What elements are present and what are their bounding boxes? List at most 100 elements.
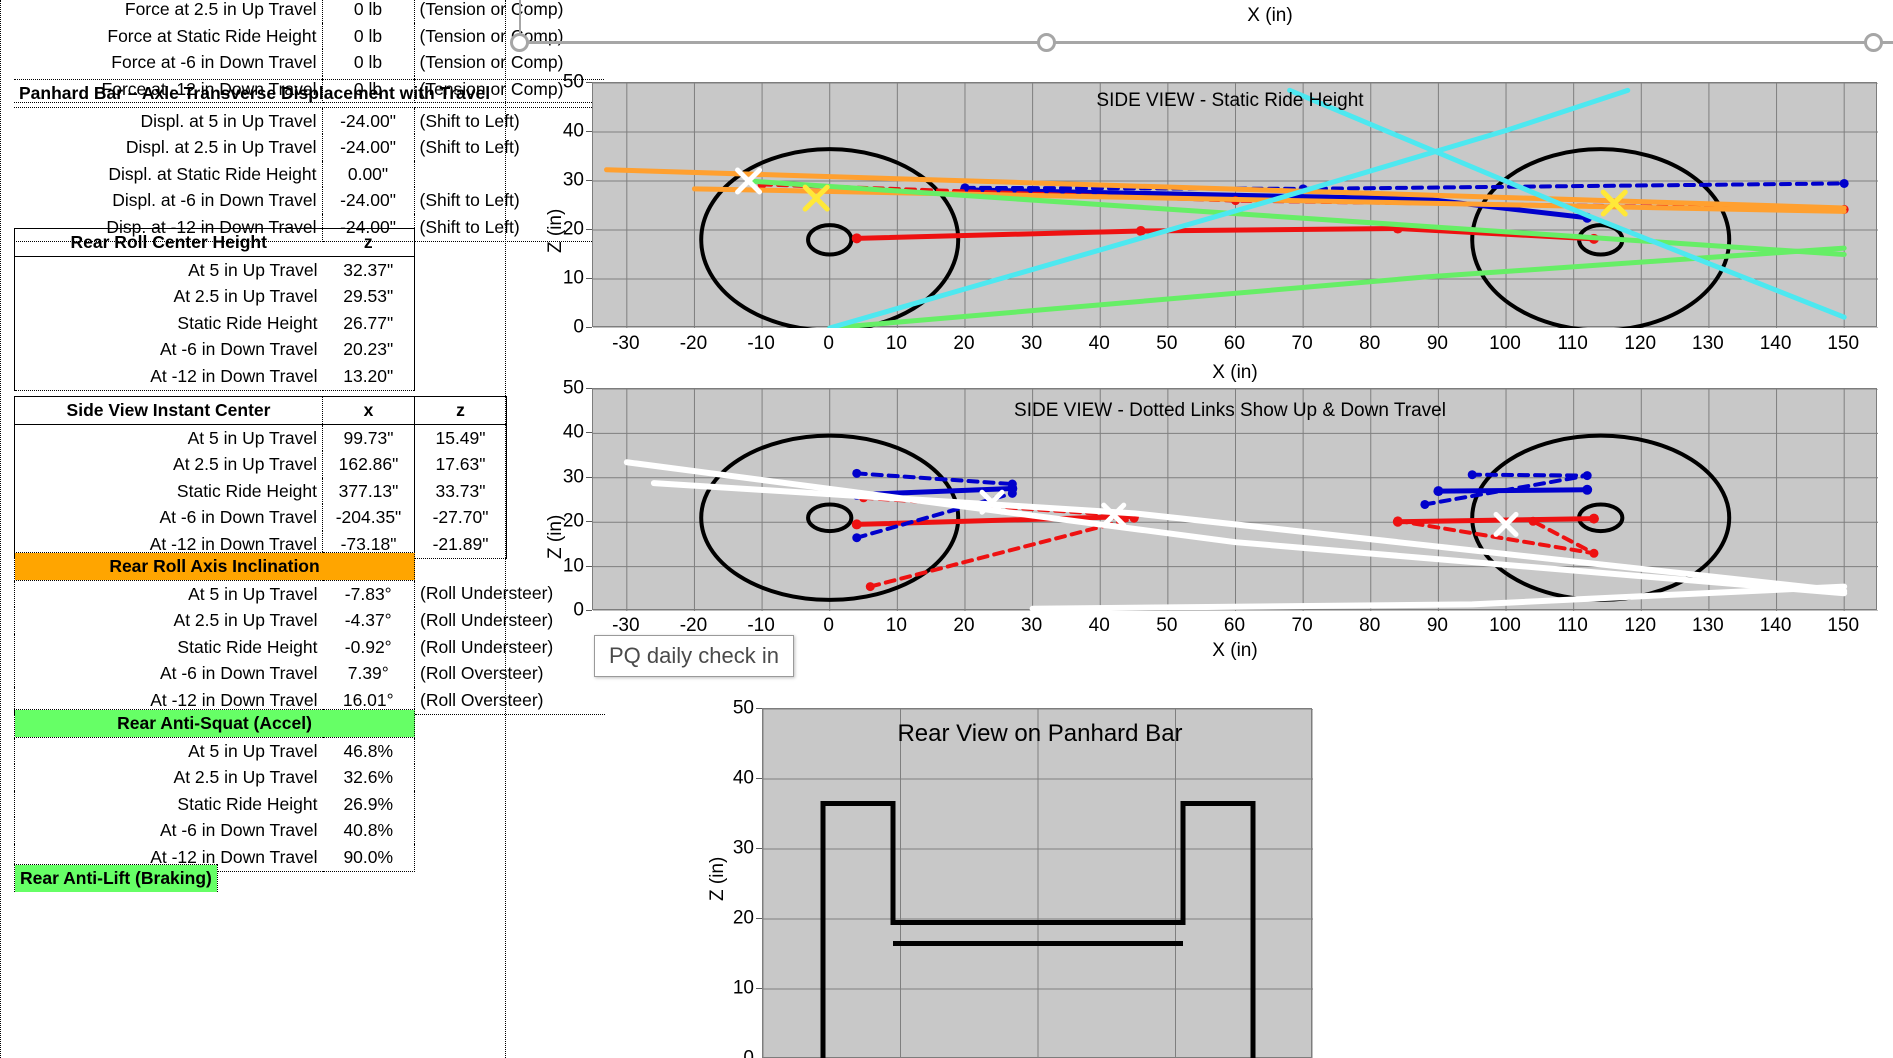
y-axis-tick (586, 565, 592, 567)
x-axis-tick-label: 120 (1624, 615, 1657, 636)
x-axis-tick-label: 0 (823, 615, 834, 636)
cell-value-z: -27.70" (414, 504, 507, 531)
table-row[interactable]: At 5 in Up Travel 32.37" (14, 256, 605, 284)
selection-handle-left[interactable] (510, 33, 529, 52)
y-axis-tick-label: 40 (732, 767, 754, 789)
white-guideline-2 (650, 480, 1848, 595)
cell-note: (Roll Understeer) (420, 610, 554, 631)
table-row[interactable]: Force at -6 in Down Travel 0 lb (Tension o… (14, 49, 604, 76)
chart-side-view-travel[interactable]: Z (in) 0 10 20 30 40 50 SIDE VIEW - Dotted Li… (530, 370, 1893, 670)
cell-label: Static Ride Height (14, 477, 323, 505)
chart-rear-view-panhard[interactable]: Z (in) 0 10 20 30 40 50 Rear View on Panhard … (700, 699, 1320, 1058)
x-axis-tick-label: 100 (1489, 333, 1521, 354)
cell-note: (Roll Oversteer) (420, 663, 544, 684)
table-rear-roll-center-height[interactable]: Rear Roll Center Height z At 5 in Up Tra… (14, 228, 605, 391)
x-axis-tick-label: 20 (953, 333, 975, 354)
cell-value: 29.53" (322, 283, 415, 310)
spreadsheet-pane[interactable]: Force at 2.5 in Up Travel 0 lb (Tension or… (0, 0, 612, 1058)
cell-label: Displ. at -6 in Down Travel (14, 187, 323, 214)
table-row[interactable]: Panhard Bar – Axle Transverse Displaceme… (14, 79, 604, 108)
cell-value-z: -21.89" (414, 530, 507, 559)
x-axis-tick-label: -20 (679, 615, 708, 636)
y-axis-tick (586, 610, 592, 611)
cell-value: -24.00" (322, 134, 415, 161)
x-axis-tick-label: 100 (1489, 615, 1521, 636)
table-row[interactable]: At -6 in Down Travel 20.23" (14, 336, 605, 363)
table-row[interactable]: At -6 in Down Travel 7.39° (Roll Oversteer… (14, 660, 605, 687)
table-panhard[interactable]: Panhard Bar – Axle Transverse Displaceme… (14, 79, 604, 242)
table-row[interactable]: Displ. at 5 in Up Travel -24.00" (Shift to… (14, 107, 604, 135)
table-row[interactable]: At 2.5 in Up Travel 32.6% (14, 764, 605, 791)
lower-link-red-static-left-node (851, 519, 862, 530)
cell-note: (Shift to Left) (419, 190, 520, 211)
table-header-row: Rear Anti-Lift (Braking) (14, 863, 228, 892)
table-row[interactable]: At -12 in Down Travel 13.20" (14, 362, 605, 391)
table-rear-roll-axis-inclination[interactable]: Rear Roll Axis Inclination At 5 in Up Tr… (14, 552, 605, 715)
ras-title: Rear Anti-Squat (Accel) (14, 709, 415, 738)
svic-col-z: z (414, 396, 507, 425)
x-axis-tick-label: 60 (1223, 615, 1246, 636)
cell-note: (Tension or Comp) (419, 52, 564, 73)
table-header-row: Rear Roll Axis Inclination (14, 552, 605, 581)
table-row[interactable]: At -12 in Down Travel 90.0% (14, 843, 605, 872)
x-axis-tick-label: 10 (885, 615, 907, 636)
table-row[interactable]: At 2.5 in Up Travel 29.53" (14, 283, 605, 310)
y-axis-tick-label: 50 (562, 377, 584, 399)
table-row[interactable]: At 5 in Up Travel 99.73" 15.49" (14, 424, 507, 452)
x-axis-tick-label: 60 (1223, 333, 1246, 354)
table-row[interactable]: Static Ride Height 26.9% (14, 790, 605, 818)
table-row[interactable]: At 5 in Up Travel -7.83° (Roll Understeer) (14, 580, 605, 608)
y-axis-tick-label: 10 (562, 555, 584, 577)
anti-lift-cyan-2 (1287, 87, 1847, 320)
cell-value: 0.00" (322, 160, 415, 188)
table-row[interactable]: At 2.5 in Up Travel 162.86" 17.63" (14, 451, 507, 478)
cell-note (415, 764, 605, 791)
cell-value: -4.37° (322, 607, 415, 634)
chart2-plot-area[interactable] (592, 388, 1878, 611)
chart-selection-bar[interactable] (519, 41, 1893, 44)
table-row[interactable]: At -6 in Down Travel -204.35" -27.70" (14, 504, 507, 531)
cell-label: At -6 in Down Travel (14, 336, 323, 363)
cell-label: At -6 in Down Travel (14, 660, 323, 687)
y-axis-tick-label: 20 (562, 218, 584, 240)
selection-handle-middle[interactable] (1037, 33, 1056, 52)
anti-lift-cyan-1 (827, 87, 1631, 328)
table-row[interactable]: At -6 in Down Travel 40.8% (14, 817, 605, 844)
chart1-plot-area[interactable] (592, 82, 1878, 328)
table-side-view-instant-center[interactable]: Side View Instant Center x z At 5 in Up … (14, 396, 507, 559)
table-row[interactable]: Force at 2.5 in Up Travel 0 lb (Tension or… (14, 0, 604, 23)
table-row[interactable]: Static Ride Height 26.77" (14, 309, 605, 337)
y-axis-tick (586, 229, 592, 230)
y-axis-tick-label: 40 (562, 421, 584, 443)
table-row[interactable]: Force at Static Ride Height 0 lb (Tension … (14, 22, 604, 50)
cell-label: At 5 in Up Travel (14, 256, 323, 284)
x-axis-tick-label: 40 (1088, 333, 1110, 354)
table-row[interactable]: Displ. at 2.5 in Up Travel -24.00" (Shift … (14, 134, 604, 161)
cell-note (415, 817, 605, 844)
table-row[interactable]: Displ. at -6 in Down Travel -24.00" (Shift… (14, 187, 604, 214)
y-axis-tick-label: 30 (562, 466, 584, 488)
chart3-plot-area[interactable] (762, 708, 1313, 1058)
y-axis-tick (756, 778, 762, 779)
cell-value: -24.00" (322, 107, 415, 135)
table-row[interactable]: Static Ride Height -0.92° (Roll Understeer… (14, 633, 605, 661)
y-axis-tick (586, 388, 592, 389)
cell-value: 0 lb (322, 49, 415, 76)
chart-side-view-static[interactable]: Z (in) 0 10 20 30 40 50 SIDE VIEW - Static Ri… (530, 62, 1893, 383)
table-row[interactable]: Displ. at Static Ride Height 0.00" (14, 160, 604, 188)
selection-handle-right[interactable] (1864, 33, 1883, 52)
upper-link-blue-dashed-down-node (1007, 488, 1017, 498)
x-axis-tick-label: 90 (1426, 615, 1448, 636)
table-rear-anti-lift[interactable]: Rear Anti-Lift (Braking) (14, 863, 228, 892)
x-axis-tick-label: 110 (1557, 615, 1588, 636)
pq-daily-check-in-note[interactable]: PQ daily check in (594, 635, 794, 677)
table-row[interactable]: At 5 in Up Travel 46.8% (14, 737, 605, 765)
table-row[interactable]: Static Ride Height 377.13" 33.73" (14, 477, 507, 505)
x-axis-tick-label: 150 (1827, 615, 1860, 636)
table-row[interactable]: At 2.5 in Up Travel -4.37° (Roll Understee… (14, 607, 605, 634)
cell-label: Force at -6 in Down Travel (14, 49, 323, 76)
cell-value-x: 99.73" (322, 424, 415, 452)
rear-tire (1470, 147, 1732, 328)
chart1-title: SIDE VIEW - Static Ride Height (1096, 90, 1364, 111)
table-rear-anti-squat[interactable]: Rear Anti-Squat (Accel) At 5 in Up Trave… (14, 709, 605, 872)
